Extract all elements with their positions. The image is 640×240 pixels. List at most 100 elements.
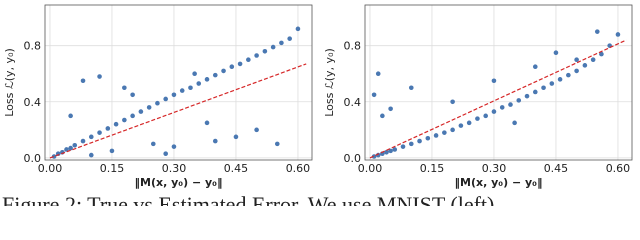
point [384,149,389,155]
point [204,120,210,126]
x-tick-label: 0.45 [544,162,569,175]
point [192,71,197,77]
x-tick-label: 0.00 [38,162,63,175]
y-tick-label: 0.4 [24,96,42,109]
point [246,57,251,63]
point [80,138,86,144]
point [80,78,86,84]
point [371,92,377,98]
point [204,77,210,82]
point [88,134,94,140]
y-tick-label: 0.0 [24,152,42,165]
point [146,105,152,110]
fit-line [49,63,307,159]
axes-frame [44,4,313,161]
point [512,120,517,126]
point [375,152,381,158]
point [212,138,218,144]
point [88,152,94,158]
point [553,50,559,55]
point [408,141,414,147]
point [254,127,259,133]
figure: Figure 2: True vs Estimated Error. We us… [2,4,633,206]
point [566,72,571,78]
point [574,68,579,74]
point [375,71,381,77]
point [574,57,579,63]
point [475,116,480,121]
point [524,93,530,99]
y-tick-label: 0.0 [344,152,362,165]
point [287,36,292,41]
point [113,121,119,127]
fit-line [369,39,627,159]
point [229,64,235,70]
point [295,26,301,32]
point [72,142,78,148]
point [499,105,505,110]
point [532,89,538,95]
point [51,154,57,159]
point [532,64,538,70]
point [122,85,127,91]
point [155,100,160,106]
point [392,147,398,152]
point [274,141,280,147]
point [466,120,472,126]
point [557,77,563,82]
point [221,68,226,74]
point [458,123,464,128]
point [400,144,406,149]
point [262,48,268,54]
point [109,148,115,154]
point [371,154,377,159]
point [138,109,144,114]
point [163,96,168,102]
point [130,92,135,98]
point [97,130,102,135]
plot-area [45,5,312,160]
point [380,113,385,119]
point [599,51,604,57]
point [163,151,168,156]
point [237,61,243,67]
x-axis-label: ‖M(x, y₀) − y₀‖ [455,176,543,189]
point [179,88,185,93]
point [97,74,102,79]
point [388,148,393,154]
x-tick-label: 0.30 [482,162,507,175]
point [417,138,422,144]
x-tick-label: 0.15 [420,162,445,175]
y-axis-label: Loss ℒ(y, y₀) [323,48,336,117]
point [450,127,455,133]
point [171,144,177,149]
point [541,85,546,91]
x-tick-label: 0.45 [224,162,249,175]
point [196,81,202,86]
point [594,29,600,34]
point [442,130,447,135]
x-tick-label: 0.00 [358,162,383,175]
x-tick-label: 0.60 [286,162,311,175]
point [279,40,284,46]
point [254,53,259,58]
point [171,92,177,98]
point [433,133,439,138]
point [491,78,497,84]
y-tick-label: 0.8 [24,40,42,53]
point [105,126,111,131]
point [491,109,497,114]
point [212,72,218,78]
point [188,85,193,91]
point [425,135,431,141]
point [233,134,239,140]
y-axis-label: Loss ℒ(y, y₀) [3,48,16,117]
x-tick-label: 0.60 [606,162,631,175]
point [590,57,596,63]
point [68,145,73,151]
x-tick-label: 0.30 [162,162,187,175]
point [549,81,555,86]
point [130,113,135,119]
point [508,102,513,107]
point [582,63,588,68]
